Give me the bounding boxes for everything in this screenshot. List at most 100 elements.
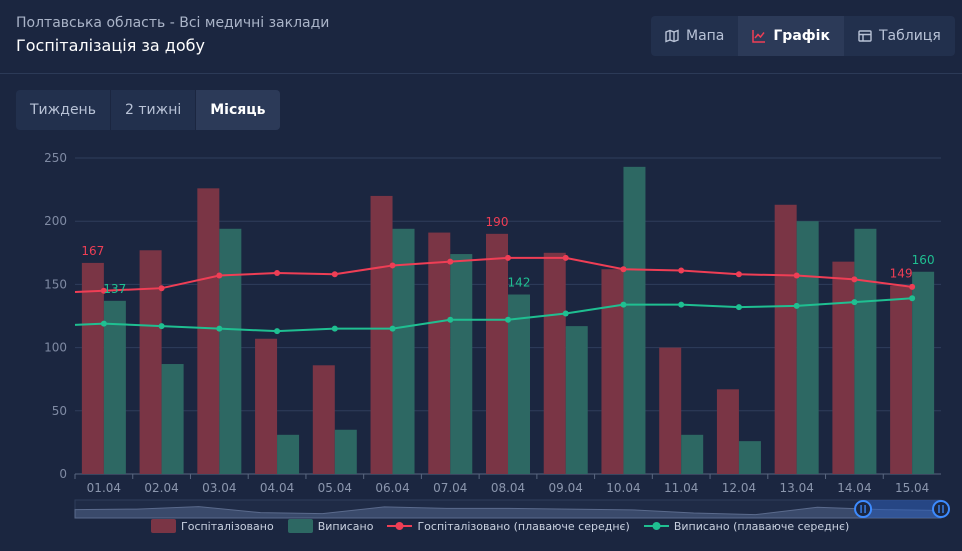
legend-item-discharged[interactable]: Виписано	[287, 519, 374, 533]
region-subtitle: Полтавська область - Всі медичні заклади	[16, 15, 330, 31]
hospitalized-avg-point	[562, 254, 569, 261]
bar-hospitalized	[428, 232, 451, 474]
label-discharged: 142	[508, 276, 531, 290]
legend-line-discharged-avg	[643, 522, 669, 530]
discharged-avg-line	[74, 297, 913, 333]
label-hospitalized: 167	[81, 244, 104, 258]
x-tick-label: 10.04	[606, 481, 640, 495]
hospitalized-avg-point	[909, 283, 916, 290]
x-tick-label: 13.04	[779, 481, 813, 495]
hospitalized-avg-point	[216, 272, 223, 279]
y-tick-label: 200	[44, 214, 67, 228]
range-month[interactable]: Місяць	[196, 90, 280, 130]
y-tick-label: 0	[59, 467, 67, 481]
bar-discharged	[161, 364, 184, 474]
x-tick-label: 14.04	[837, 481, 871, 495]
range-switcher: Тиждень 2 тижні Місяць	[16, 90, 280, 130]
discharged-avg-point	[678, 301, 685, 308]
hospitalized-avg-point	[678, 267, 685, 274]
bar-discharged	[796, 221, 819, 474]
hospitalized-avg-point	[793, 272, 800, 279]
bar-discharged	[681, 434, 704, 474]
bar-hospitalized	[716, 389, 739, 474]
tab-table[interactable]: Таблиця	[844, 16, 955, 56]
hospitalized-avg-point	[447, 258, 454, 265]
legend-label-discharged: Виписано	[317, 519, 374, 533]
x-tick-label: 12.04	[722, 481, 756, 495]
label-hospitalized: 149	[890, 267, 913, 281]
discharged-avg-point	[620, 301, 627, 308]
header: Полтавська область - Всі медичні заклади…	[0, 0, 962, 74]
x-tick-label: 04.04	[260, 481, 294, 495]
legend-item-hospitalized-avg[interactable]: Госпіталізовано (плаваюче середнє)	[387, 519, 630, 533]
legend-item-discharged-avg[interactable]: Виписано (плаваюче середнє)	[643, 519, 850, 533]
page-title: Госпіталізація за добу	[16, 36, 205, 55]
legend-item-hospitalized[interactable]: Госпіталізовано	[151, 519, 274, 533]
discharged-avg-point	[793, 302, 800, 309]
bar-discharged	[912, 271, 935, 474]
label-discharged: 160	[912, 253, 935, 267]
bar-discharged	[450, 254, 473, 474]
map-icon	[665, 29, 679, 43]
tab-table-label: Таблиця	[878, 28, 941, 44]
discharged-avg-point	[331, 325, 338, 332]
bar-hospitalized	[774, 204, 797, 474]
discharged-avg-point	[447, 316, 454, 323]
legend-label-discharged-avg: Виписано (плаваюче середнє)	[673, 519, 850, 533]
line-chart-icon	[752, 29, 766, 43]
tab-map[interactable]: Мапа	[651, 16, 738, 56]
discharged-avg-point	[100, 320, 107, 327]
bar-hospitalized	[81, 262, 104, 474]
bar-hospitalized	[486, 233, 508, 474]
zoom-window	[863, 500, 941, 518]
discharged-avg-point	[389, 325, 396, 332]
discharged-avg-point	[909, 295, 916, 302]
bar-hospitalized	[139, 250, 162, 474]
x-tick-label: 05.04	[318, 481, 352, 495]
chart-legend: Госпіталізовано Виписано Госпіталізовано…	[151, 519, 849, 533]
table-icon	[858, 29, 872, 43]
discharged-avg-point	[851, 299, 858, 306]
bar-hospitalized	[255, 338, 278, 474]
hospitalized-avg-point	[331, 271, 338, 278]
range-two-weeks[interactable]: 2 тижні	[111, 90, 197, 130]
legend-label-hospitalized-avg: Госпіталізовано (плаваюче середнє)	[417, 519, 630, 533]
zoom-handle-left[interactable]	[854, 500, 873, 518]
discharged-avg-point	[158, 323, 165, 330]
x-tick-label: 15.04	[895, 481, 929, 495]
x-tick-label: 02.04	[144, 481, 178, 495]
bar-hospitalized	[312, 365, 335, 474]
bar-hospitalized	[370, 195, 393, 475]
bar-discharged	[219, 228, 242, 474]
bar-discharged	[392, 228, 415, 474]
hospitalized-avg-point	[389, 262, 396, 269]
bar-hospitalized	[543, 252, 566, 474]
discharged-avg-point	[735, 304, 742, 311]
legend-label-hospitalized: Госпіталізовано	[181, 519, 274, 533]
hospitalized-avg-point	[158, 285, 165, 292]
tab-chart[interactable]: Графік	[738, 16, 844, 56]
discharged-avg-point	[562, 310, 569, 317]
discharged-avg-point	[505, 316, 511, 323]
x-tick-label: 06.04	[375, 481, 409, 495]
bar-hospitalized	[890, 285, 913, 474]
x-tick-label: 11.04	[664, 481, 698, 495]
discharged-avg-point	[216, 325, 223, 332]
hospitalized-avg-line	[74, 256, 913, 293]
x-tick-label: 07.04	[433, 481, 467, 495]
discharged-avg-point	[274, 328, 281, 335]
hospitalized-avg-point	[274, 270, 281, 277]
label-hospitalized: 190	[486, 215, 509, 229]
bar-discharged	[854, 228, 877, 474]
hospitalized-avg-point	[100, 287, 107, 294]
tab-chart-label: Графік	[773, 28, 830, 44]
legend-swatch-discharged	[287, 519, 313, 533]
bar-hospitalized	[832, 261, 855, 474]
x-tick-label: 08.04	[491, 481, 525, 495]
y-tick-label: 50	[52, 404, 67, 418]
zoom-preview	[74, 506, 942, 519]
range-week[interactable]: Тиждень	[16, 90, 111, 130]
hospitalized-avg-point	[735, 271, 742, 278]
zoom-handle-right[interactable]	[932, 500, 950, 518]
hospitalized-avg-point	[620, 266, 627, 273]
